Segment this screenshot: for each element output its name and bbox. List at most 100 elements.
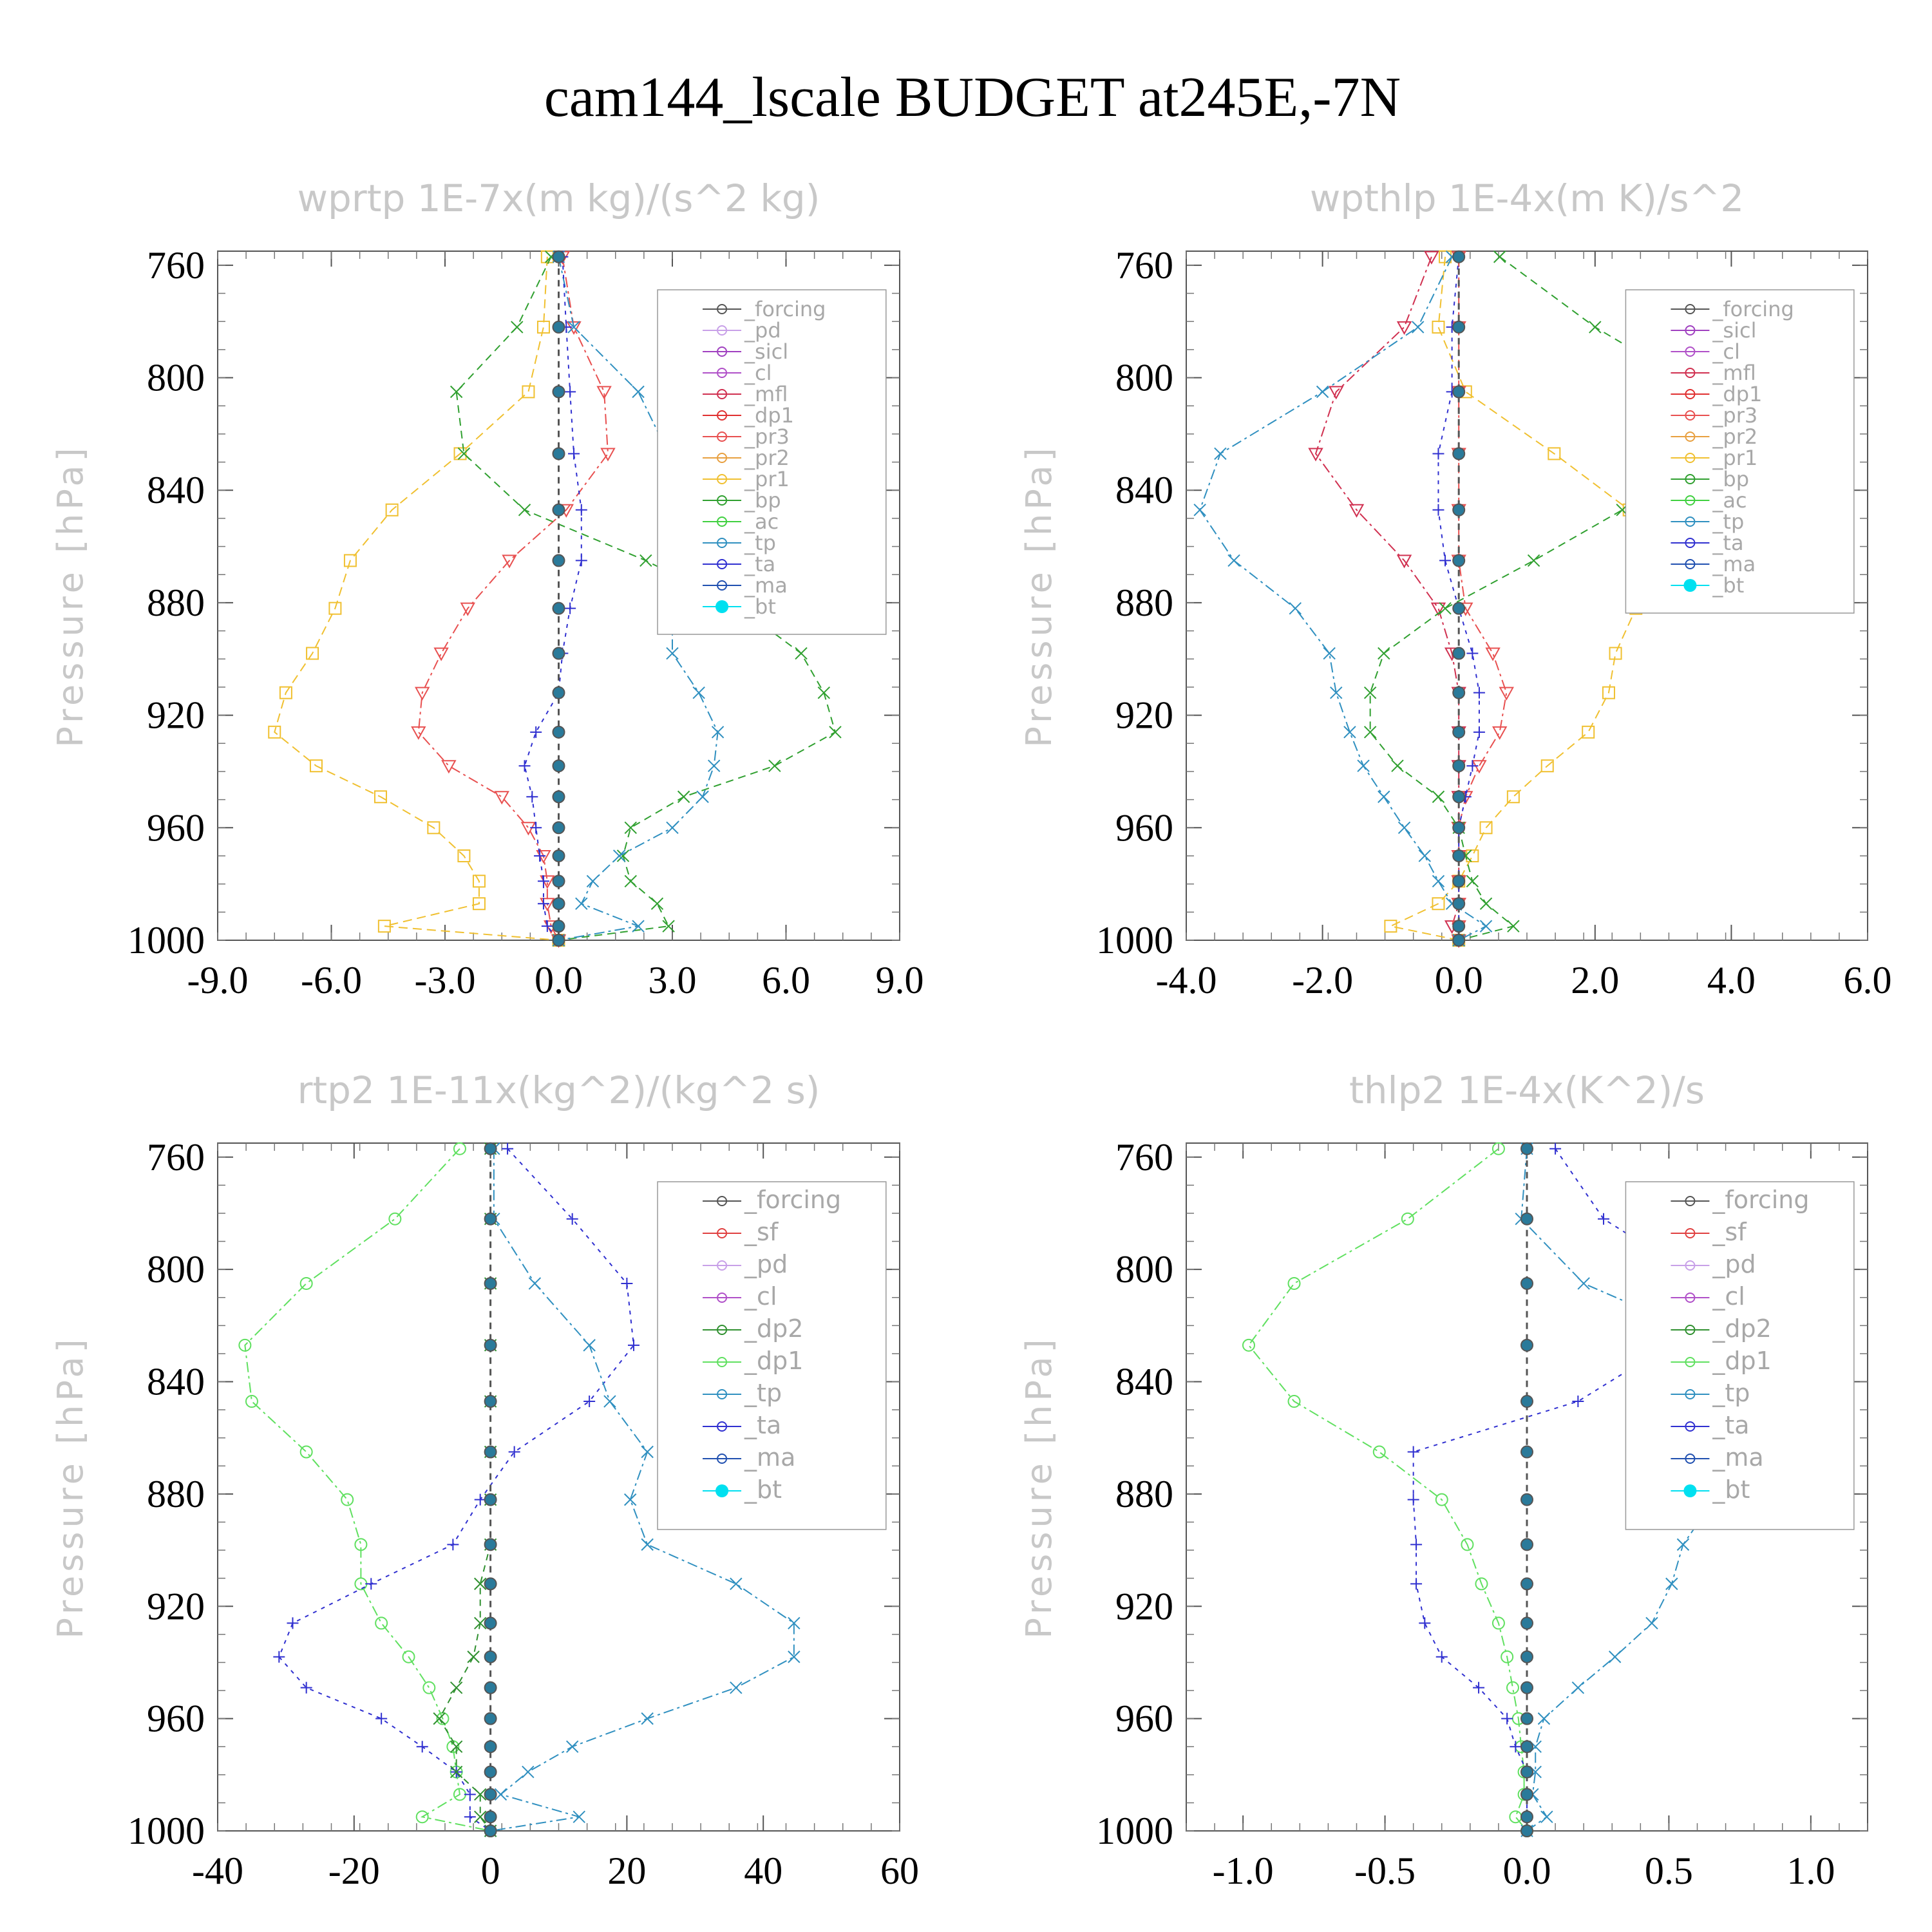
data-point: [1492, 1616, 1505, 1630]
data-point: [1493, 251, 1506, 263]
data-point: [354, 1538, 368, 1551]
y-tick-label: 920: [147, 694, 205, 737]
data-point: [472, 897, 486, 911]
data-point: [566, 1213, 578, 1225]
legend-marker: [1685, 516, 1696, 527]
data-point: [522, 385, 535, 399]
legend-marker: [1685, 1260, 1696, 1271]
data-point: [552, 447, 565, 460]
data-point: [299, 1276, 313, 1290]
data-point: [1242, 1338, 1255, 1352]
legend-entry: _mfl: [1712, 361, 1756, 385]
data-point: [575, 504, 587, 516]
data-point: [1520, 1740, 1533, 1754]
data-point: [1645, 1616, 1658, 1630]
data-point: [415, 687, 430, 701]
data-point: [1537, 1712, 1551, 1725]
data-point: [1316, 385, 1329, 399]
legend-marker: [1685, 1196, 1696, 1206]
data-point: [1349, 504, 1365, 518]
data-point: [484, 1493, 497, 1506]
data-point: [552, 790, 565, 804]
data-point: [552, 725, 565, 739]
data-point: [245, 1395, 258, 1408]
y-tick-label: 920: [147, 1585, 205, 1627]
x-tick-label: -6.0: [301, 959, 362, 1001]
data-point: [1435, 1651, 1448, 1663]
legend-box: [657, 289, 887, 635]
x-tick-label: -20: [328, 1850, 380, 1892]
legend: _forcing _sf _pd _cl _dp2 _dp1 _tp _ta _ma _bt: [657, 1181, 887, 1530]
data-point: [1407, 1493, 1419, 1506]
data-point: [552, 503, 565, 516]
data-point: [1452, 875, 1466, 888]
legend-entry: _ma: [1712, 552, 1756, 576]
data-point: [1452, 920, 1466, 933]
data-point: [411, 726, 426, 740]
legend-marker: [717, 453, 728, 463]
data-point: [641, 1445, 654, 1459]
data-point: [1520, 1338, 1533, 1352]
data-point: [1520, 1142, 1533, 1155]
data-point: [624, 875, 637, 887]
x-tick-label: 3.0: [649, 959, 697, 1001]
data-point: [1452, 897, 1466, 911]
y-axis-label: Pressure [hPa]: [1019, 1335, 1059, 1638]
panels: wprtp 1E-7x(m kg)/(s^2 kg) Pressure [hPa]…: [50, 176, 1892, 1892]
legend-entry: _pr2: [1712, 424, 1757, 449]
y-tick-label: 960: [1115, 1698, 1173, 1740]
legend-entry: _cl: [1712, 339, 1739, 364]
legend-marker: [717, 1196, 728, 1206]
data-point: [287, 1617, 299, 1629]
data-point: [1506, 790, 1520, 804]
data-point: [573, 1810, 585, 1823]
data-point: [427, 821, 440, 835]
data-point: [1509, 1810, 1522, 1824]
data-point: [564, 602, 576, 614]
legend-entry: _pr3: [1712, 403, 1757, 428]
legend: _forcing _sf _pd _cl _dp2 _dp1 _tp _ta _ma _bt: [1625, 1181, 1855, 1530]
data-point: [1452, 601, 1466, 615]
data-point: [1432, 790, 1445, 803]
data-point: [484, 1276, 497, 1290]
legend-marker: [1685, 1228, 1696, 1238]
data-point: [1520, 1395, 1533, 1408]
data-point: [1540, 1810, 1553, 1823]
data-point: [299, 1445, 313, 1459]
data-point: [1378, 647, 1390, 660]
data-point: [484, 1681, 497, 1694]
legend-marker: [717, 1260, 728, 1271]
legend-marker: [717, 538, 728, 548]
legend-box: [1625, 289, 1855, 614]
data-point: [1418, 849, 1432, 862]
legend-entry: _tp: [1712, 509, 1744, 534]
legend-entry: _cl: [1712, 1282, 1745, 1311]
y-tick-label: 760: [147, 1136, 205, 1179]
data-point: [565, 1740, 579, 1753]
legend-marker: [1683, 1484, 1697, 1497]
data-point: [1466, 875, 1479, 887]
legend-marker: [1685, 559, 1696, 569]
data-point: [1548, 447, 1561, 460]
legend-entry: _sf: [744, 1218, 779, 1246]
legend-entry: _bp: [1712, 467, 1749, 491]
y-tick-label: 760: [147, 244, 205, 287]
data-point: [502, 554, 517, 569]
legend-marker: [1685, 1454, 1696, 1464]
data-point: [795, 647, 808, 660]
data-point: [1432, 320, 1445, 334]
legend-entry: _pr2: [744, 446, 790, 470]
data-point: [328, 601, 342, 615]
data-point: [1520, 1824, 1533, 1837]
series-line: [1247, 1148, 1528, 1832]
legend-marker: [1685, 368, 1696, 378]
data-point: [484, 1538, 497, 1551]
y-tick-label: 840: [1115, 1361, 1173, 1403]
data-point: [518, 504, 531, 516]
data-point: [422, 1681, 436, 1694]
data-point: [518, 760, 531, 772]
panel-3: rtp2 1E-11x(kg^2)/(kg^2 s) Pressure [hPa]…: [50, 1068, 919, 1892]
legend-marker: [717, 559, 728, 569]
data-point: [1412, 321, 1425, 334]
data-point: [666, 647, 679, 660]
